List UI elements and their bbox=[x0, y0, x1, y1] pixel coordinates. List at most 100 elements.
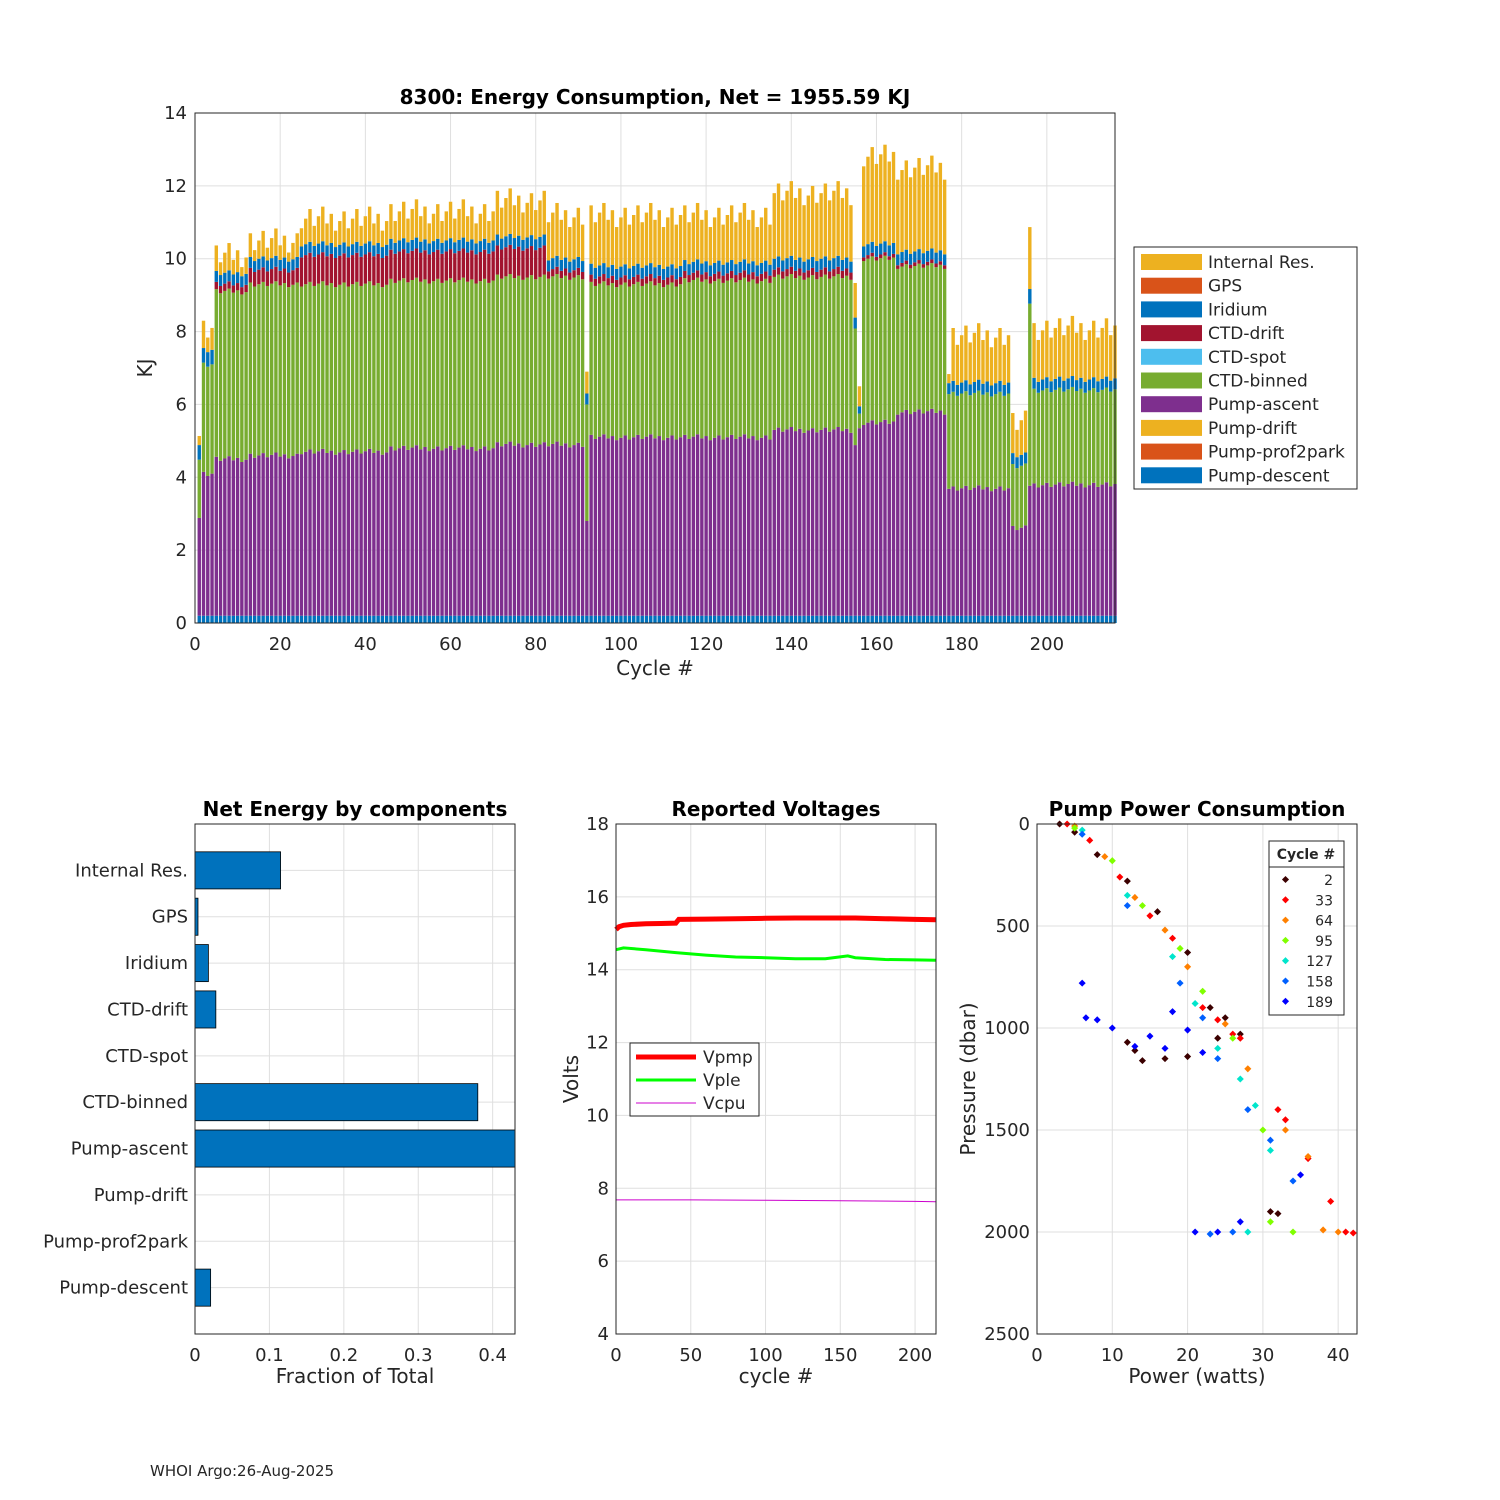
energy-bar-drift bbox=[725, 273, 730, 281]
energy-bar-descent bbox=[261, 615, 265, 623]
energy-bar-drift bbox=[862, 257, 866, 262]
energy-bar-internal bbox=[678, 215, 683, 266]
energy-bar-ascent bbox=[470, 446, 474, 616]
energy-bar-binned bbox=[947, 394, 951, 489]
energy-bar-descent bbox=[832, 615, 836, 623]
pump-power-point bbox=[1236, 1034, 1244, 1042]
energy-bar-iridium bbox=[499, 238, 504, 250]
energy-bar-ascent bbox=[977, 485, 981, 616]
energy-bar-internal bbox=[738, 212, 742, 262]
energy-y-tick-label: 8 bbox=[176, 322, 187, 343]
energy-bar-internal bbox=[908, 177, 913, 254]
pump-power-point bbox=[1296, 1171, 1305, 1179]
energy-bar-binned bbox=[1053, 389, 1058, 485]
energy-bar-descent bbox=[512, 615, 517, 623]
energy-bar-drift bbox=[414, 248, 419, 278]
energy-bar-drift bbox=[308, 252, 312, 282]
energy-bar-internal bbox=[661, 227, 666, 269]
energy-bar-binned bbox=[998, 391, 1002, 487]
energy-bar-binned bbox=[640, 285, 644, 439]
energy-bar-drift bbox=[866, 255, 870, 259]
energy-bar-descent bbox=[930, 615, 934, 623]
energy-bar-drift bbox=[338, 255, 342, 285]
pump-power-point bbox=[1229, 1228, 1237, 1236]
energy-bar-internal bbox=[708, 227, 713, 266]
pump-power-point bbox=[1206, 1004, 1214, 1012]
energy-bar-binned bbox=[1087, 390, 1092, 486]
voltages-legend: Vpmp Vple Vcpu bbox=[629, 1042, 760, 1117]
energy-bar-binned bbox=[883, 255, 887, 420]
energy-bar-descent bbox=[921, 615, 926, 623]
energy-bar-ascent bbox=[410, 447, 414, 616]
energy-bar-ascent bbox=[985, 487, 989, 616]
energy-bar-ascent bbox=[235, 457, 240, 616]
energy-bar-iridium bbox=[640, 267, 644, 279]
energy-bar-iridium bbox=[444, 240, 448, 252]
energy-bar-ascent bbox=[789, 427, 793, 616]
energy-bar-descent bbox=[981, 615, 985, 623]
energy-bar-internal bbox=[951, 328, 955, 381]
energy-bar-drift bbox=[597, 276, 602, 284]
energy-bar-drift bbox=[321, 252, 325, 282]
energy-bar-ascent bbox=[563, 443, 568, 616]
energy-bar-ascent bbox=[1109, 486, 1113, 616]
energy-bar-descent bbox=[316, 615, 321, 623]
energy-bar-ascent bbox=[1040, 485, 1045, 616]
energy-bar-iridium bbox=[921, 253, 926, 265]
energy-bar-drift bbox=[883, 252, 887, 256]
energy-bar-ascent bbox=[687, 438, 691, 616]
energy-bar-internal bbox=[636, 205, 640, 264]
energy-bar-descent bbox=[393, 615, 397, 623]
energy-legend-label: GPS bbox=[1208, 277, 1242, 297]
energy-bar-descent bbox=[231, 615, 236, 623]
energy-bar-ascent bbox=[461, 445, 466, 616]
energy-bar-binned bbox=[900, 266, 904, 413]
energy-bar-drift bbox=[491, 251, 495, 281]
energy-bar-internal bbox=[1023, 410, 1028, 453]
energy-bar-binned bbox=[1079, 388, 1083, 484]
energy-bar-iridium bbox=[525, 237, 529, 249]
energy-bar-iridium bbox=[231, 274, 236, 286]
energy-bar-internal bbox=[776, 183, 781, 257]
energy-bar-drift bbox=[299, 257, 304, 287]
energy-bar-binned bbox=[934, 267, 938, 413]
energy-bar-binned bbox=[453, 282, 457, 450]
energy-bar-internal bbox=[742, 202, 747, 260]
pump-power-point bbox=[1116, 873, 1124, 881]
energy-legend-swatch bbox=[1141, 277, 1202, 294]
energy-bar-iridium bbox=[781, 260, 785, 272]
energy-bar-internal bbox=[985, 330, 989, 382]
components-category-label: Pump-ascent bbox=[71, 1139, 188, 1160]
pump-power-legend-label: 2 bbox=[1324, 873, 1333, 889]
energy-bar-drift bbox=[252, 271, 257, 287]
energy-bar-binned bbox=[1049, 392, 1053, 487]
energy-bar-drift bbox=[636, 274, 640, 282]
energy-bar-drift bbox=[529, 246, 534, 276]
energy-bar-drift bbox=[849, 272, 853, 280]
energy-bar-binned bbox=[649, 281, 653, 435]
energy-bar-iridium bbox=[419, 241, 423, 253]
energy-bar-ascent bbox=[244, 459, 248, 616]
energy-bar-drift bbox=[223, 283, 227, 291]
energy-bar-drift bbox=[700, 274, 704, 282]
energy-bar-iridium bbox=[333, 247, 338, 258]
energy-bar-drift bbox=[448, 249, 453, 279]
energy-bar-binned bbox=[785, 276, 789, 430]
energy-bar-internal bbox=[427, 223, 431, 244]
pump-power-point bbox=[1199, 1014, 1207, 1022]
energy-bar-ascent bbox=[913, 411, 917, 616]
pump-power-legend-label: 127 bbox=[1306, 954, 1333, 970]
energy-bar-ascent bbox=[798, 428, 802, 616]
energy-bar-ascent bbox=[717, 435, 721, 616]
energy-bar-descent bbox=[201, 615, 206, 623]
energy-bar-descent bbox=[453, 615, 457, 623]
energy-bar-iridium bbox=[440, 242, 444, 254]
energy-bar-internal bbox=[551, 212, 555, 259]
energy-bar-descent bbox=[414, 615, 419, 623]
energy-bar-binned bbox=[708, 283, 713, 441]
energy-bar-binned bbox=[338, 284, 342, 453]
energy-bar-ascent bbox=[955, 490, 960, 616]
energy-bar-drift bbox=[678, 276, 683, 285]
energy-bar-ascent bbox=[968, 489, 972, 616]
energy-bar-iridium bbox=[653, 267, 657, 279]
